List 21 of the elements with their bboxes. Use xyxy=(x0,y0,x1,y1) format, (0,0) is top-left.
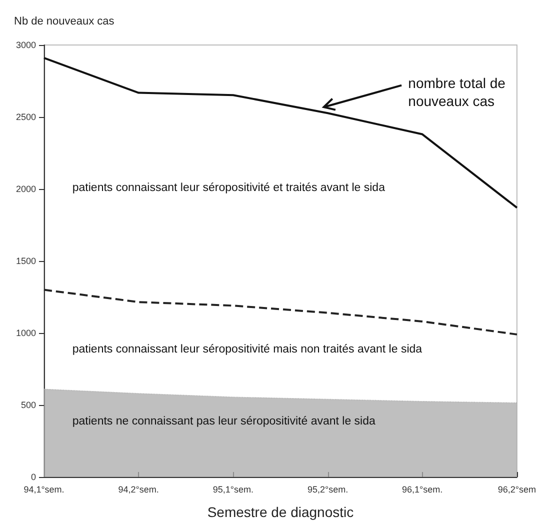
line-series xyxy=(43,288,518,336)
y-tick-label: 3000 xyxy=(16,40,36,50)
y-tick-label: 0 xyxy=(30,472,36,482)
y-tick-label: 2000 xyxy=(16,184,36,194)
x-tick-label: 95,1°sem. xyxy=(212,484,254,494)
y-tick-label: 1500 xyxy=(16,256,36,266)
annotation: patients connaissant leur séropositivité mais non traités avant le sida xyxy=(72,343,423,356)
x-tick-label: 94,2°sem. xyxy=(118,484,159,494)
annotation: patients ne connaissant pas leur séropositivité avant le sida xyxy=(72,415,376,428)
line-series xyxy=(43,56,518,209)
y-axis-title: Nb de nouveaux cas xyxy=(14,16,115,28)
y-tick-label: 2500 xyxy=(16,112,36,122)
x-tick-label: 94,1°sem. xyxy=(24,484,64,494)
x-tick-label: 95,2°sem. xyxy=(307,484,348,494)
x-tick-label: 96,2°sem xyxy=(498,484,536,494)
annotation: nombre total de nouveaux cas xyxy=(408,74,506,109)
annotation: patients connaissant leur séropositivité et traités avant le sida xyxy=(72,182,386,194)
x-tick-label: 96,1°sem. xyxy=(402,484,443,494)
y-tick-label: 500 xyxy=(20,400,36,410)
y-tick-label: 1000 xyxy=(16,328,36,338)
x-axis-title: Semestre de diagnostic xyxy=(207,504,354,520)
